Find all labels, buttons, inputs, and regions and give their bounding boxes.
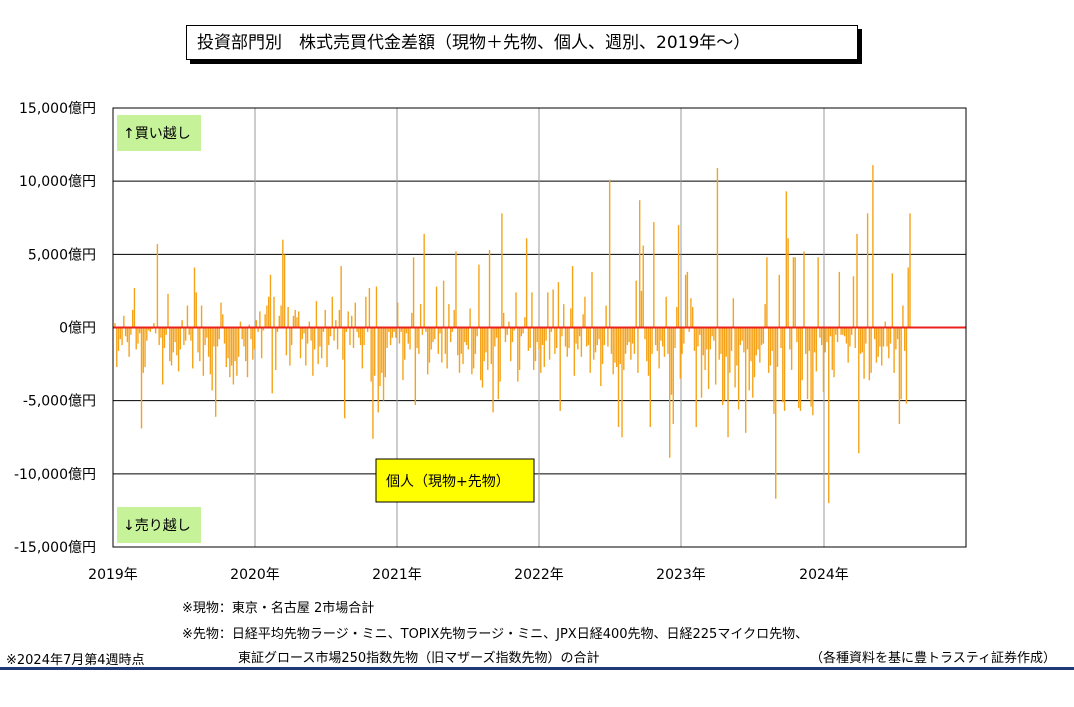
note-spot: ※現物：東京・名古屋 2市場合計 <box>182 601 375 616</box>
buy-label: ↑買い越し <box>123 126 191 142</box>
note-futures-2: 東証グロース市場250指数先物（旧マザーズ指数先物）の合計 <box>238 651 600 666</box>
plot-frame <box>112 107 967 548</box>
x-tick-label: 2019年 <box>88 567 138 583</box>
x-axis-labels: 2019年 2020年 2021年 2022年 2023年 2024年 <box>88 567 849 583</box>
x-tick-label: 2020年 <box>230 567 280 583</box>
series-label: 個人（現物+先物） <box>386 474 510 490</box>
y-tick-label: 5,000億円 <box>28 247 96 263</box>
bars-layer <box>114 165 911 504</box>
note-futures-1: ※先物：日経平均先物ラージ・ミニ、TOPIX先物ラージ・ミニ、JPX日経400先… <box>182 627 809 642</box>
buy-label-box <box>117 115 201 151</box>
sell-label: ↓売り越し <box>123 518 191 534</box>
y-tick-label: 0億円 <box>59 321 96 337</box>
sell-label-box <box>117 507 201 543</box>
y-tick-label: 10,000億円 <box>19 174 96 190</box>
y-tick-label: -5,000億円 <box>23 394 96 410</box>
bottom-rule <box>0 667 1074 670</box>
x-tick-label: 2023年 <box>656 567 706 583</box>
y-tick-label: 15,000億円 <box>19 101 96 117</box>
x-tick-label: 2024年 <box>799 567 849 583</box>
note-as-of: ※2024年7月第4週時点 <box>6 653 145 668</box>
y-tick-label: -15,000億円 <box>14 540 96 556</box>
y-axis-labels: 15,000億円 10,000億円 5,000億円 0億円 -5,000億円 -10,00… <box>14 101 96 556</box>
chart-title: 投資部門別 株式売買代金差額（現物＋先物、個人、週別、2019年～） <box>186 25 858 60</box>
note-source: （各種資料を基に豊トラスティ証券作成） <box>810 651 1056 666</box>
y-tick-label: -10,000億円 <box>14 467 96 483</box>
x-tick-label: 2022年 <box>514 567 564 583</box>
series-label-box <box>375 458 535 503</box>
x-tick-label: 2021年 <box>372 567 422 583</box>
